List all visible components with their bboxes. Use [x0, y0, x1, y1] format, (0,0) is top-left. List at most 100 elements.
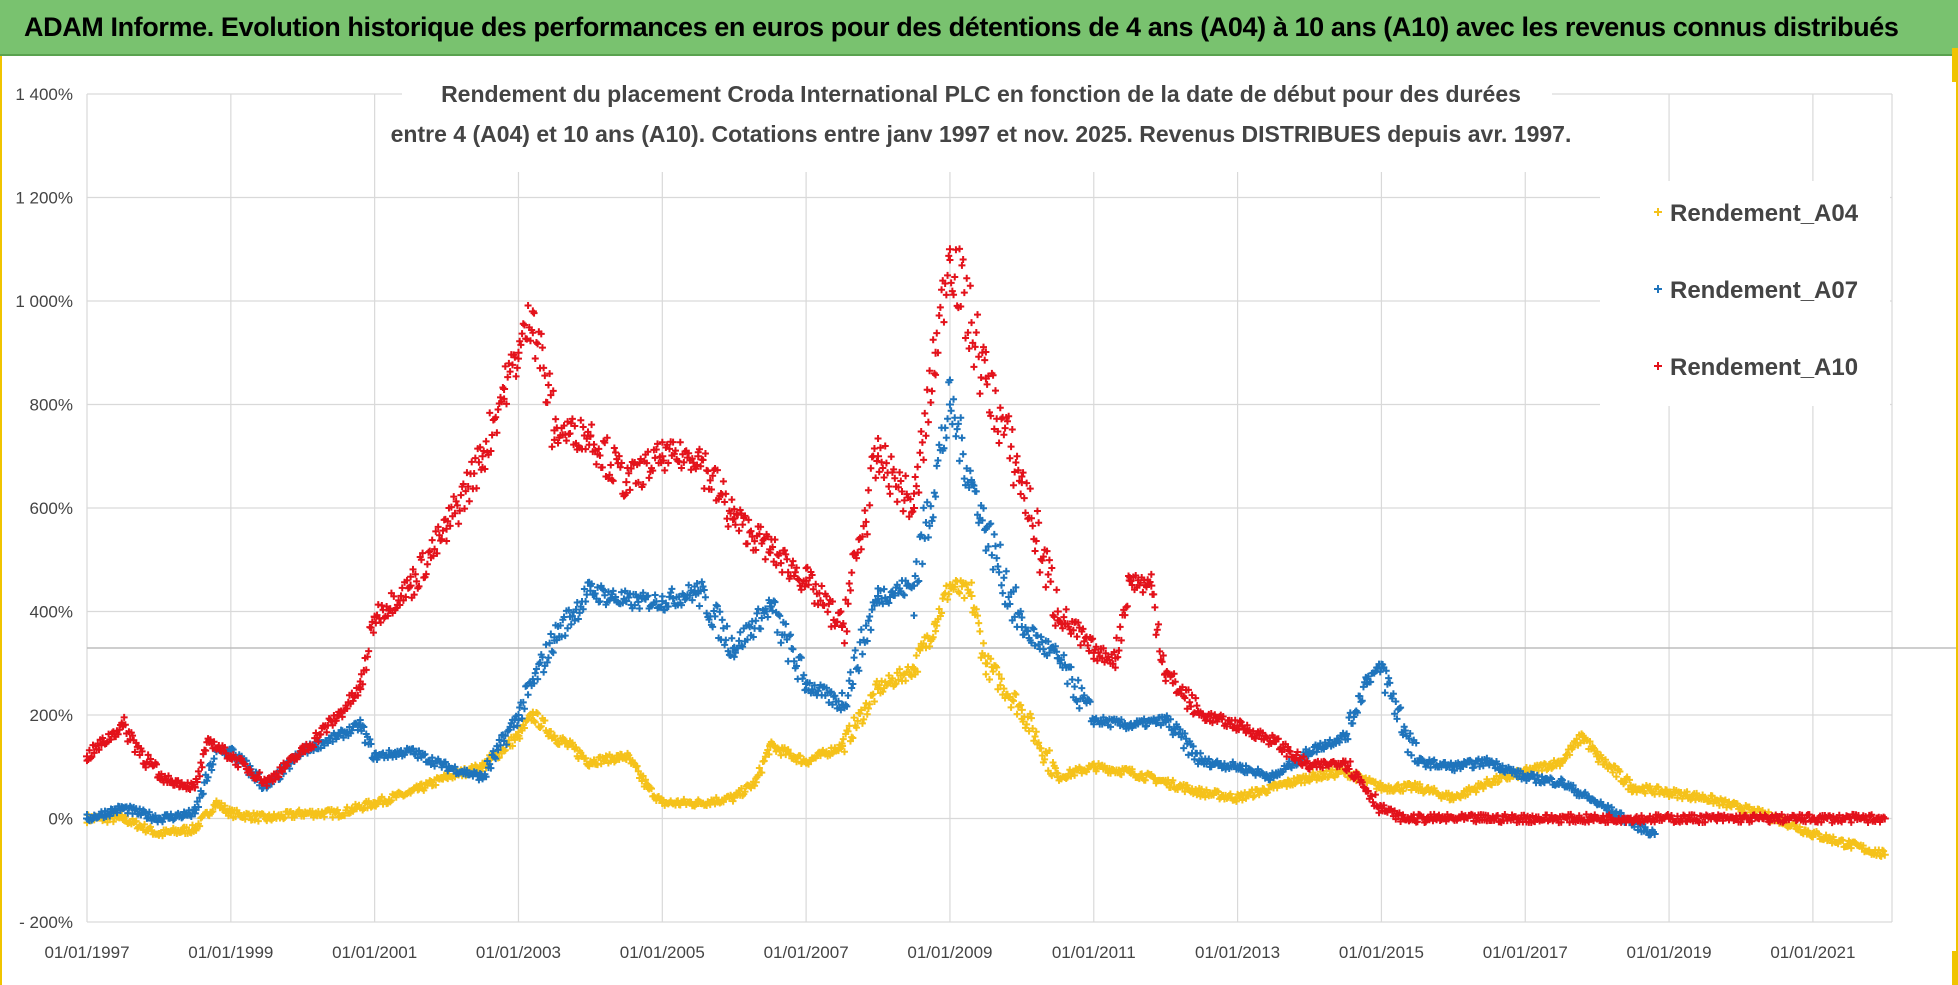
data-point-fill	[638, 777, 646, 785]
data-point-fill	[873, 457, 881, 465]
data-point-fill	[618, 588, 626, 596]
x-tick-label: 01/01/2015	[1339, 943, 1424, 962]
data-point-fill	[1169, 776, 1177, 784]
data-point-fill	[758, 614, 766, 622]
data-point-fill	[524, 715, 532, 723]
data-point-fill	[582, 445, 590, 453]
x-tick-label: 01/01/2009	[907, 943, 992, 962]
data-point-fill	[1038, 752, 1046, 760]
data-point-fill	[703, 609, 711, 617]
data-point-fill	[952, 432, 960, 440]
data-point-fill	[956, 457, 964, 465]
data-point-fill	[784, 657, 792, 665]
data-point-fill	[712, 794, 720, 802]
y-tick-label: 1 000%	[15, 292, 73, 311]
data-point-fill	[1156, 647, 1164, 655]
data-point-fill	[1009, 481, 1017, 489]
data-point-fill	[519, 320, 527, 328]
data-point-fill	[1020, 494, 1028, 502]
data-point-fill	[281, 813, 289, 821]
data-point-fill	[1371, 778, 1379, 786]
data-point-fill	[475, 458, 483, 466]
data-point-fill	[975, 619, 983, 627]
data-point-fill	[840, 748, 848, 756]
data-point-fill	[1569, 743, 1577, 751]
data-point	[1485, 778, 1494, 787]
data-point-fill	[320, 741, 328, 749]
data-point-fill	[1394, 781, 1402, 789]
legend-item: Rendement_A10	[1654, 354, 1858, 381]
data-point	[1377, 783, 1386, 792]
data-point-fill	[737, 785, 745, 793]
data-point-fill	[976, 627, 984, 635]
data-point-fill	[1189, 790, 1197, 798]
data-point-fill	[695, 602, 703, 610]
data-point-fill	[372, 749, 380, 757]
data-point-fill	[1036, 568, 1044, 576]
data-point	[226, 809, 235, 818]
data-point-fill	[778, 568, 786, 576]
data-point-fill	[751, 782, 759, 790]
data-point-fill	[1153, 626, 1161, 634]
data-point-fill	[838, 689, 846, 697]
data-point-fill	[879, 464, 887, 472]
data-point-fill	[343, 728, 351, 736]
data-point-fill	[796, 653, 804, 661]
data-point-fill	[997, 581, 1005, 589]
data-point-fill	[966, 282, 974, 290]
data-point-fill	[1031, 732, 1039, 740]
data-point-fill	[1880, 847, 1888, 855]
data-point-fill	[556, 622, 564, 630]
data-point-fill	[1693, 789, 1701, 797]
data-point-fill	[701, 593, 709, 601]
data-point-fill	[1566, 751, 1574, 759]
data-point-fill	[500, 737, 508, 745]
data-point	[874, 685, 883, 694]
data-point-fill	[594, 583, 602, 591]
data-point-fill	[936, 303, 944, 311]
data-point-fill	[141, 820, 149, 828]
data-point-fill	[193, 798, 201, 806]
data-point-fill	[867, 626, 875, 634]
data-point-fill	[929, 336, 937, 344]
data-point-fill	[530, 679, 538, 687]
data-point-fill	[1549, 763, 1557, 771]
data-point-fill	[893, 498, 901, 506]
legend-label: Rendement_A07	[1670, 277, 1858, 304]
data-point-fill	[511, 736, 519, 744]
data-point-fill	[518, 330, 526, 338]
data-point-fill	[178, 828, 186, 836]
data-point-fill	[198, 763, 206, 771]
data-point-fill	[783, 555, 791, 563]
data-point-fill	[724, 647, 732, 655]
data-point-fill	[631, 601, 639, 609]
data-point	[1089, 762, 1098, 771]
data-point-fill	[496, 741, 504, 749]
data-point-fill	[518, 714, 526, 722]
data-point-fill	[427, 777, 435, 785]
data-point-fill	[565, 606, 573, 614]
data-point-fill	[951, 583, 959, 591]
data-point-fill	[924, 418, 932, 426]
data-point-fill	[728, 496, 736, 504]
data-point	[334, 809, 343, 818]
data-point	[1808, 830, 1817, 839]
data-point-fill	[896, 468, 904, 476]
data-point-fill	[958, 582, 966, 590]
data-point	[1053, 773, 1062, 782]
data-point	[1736, 804, 1745, 813]
data-point-fill	[928, 387, 936, 395]
data-point-fill	[648, 785, 656, 793]
data-point-fill	[1660, 790, 1668, 798]
data-point	[838, 742, 847, 751]
x-tick-label: 01/01/2021	[1770, 943, 1855, 962]
data-point-fill	[1032, 728, 1040, 736]
data-point-fill	[451, 763, 459, 771]
data-point-fill	[735, 637, 743, 645]
data-point-fill	[1030, 625, 1038, 633]
data-point	[1125, 767, 1134, 776]
data-point-fill	[793, 758, 801, 766]
data-point-fill	[579, 423, 587, 431]
data-point-fill	[534, 675, 542, 683]
data-point-fill	[1021, 724, 1029, 732]
